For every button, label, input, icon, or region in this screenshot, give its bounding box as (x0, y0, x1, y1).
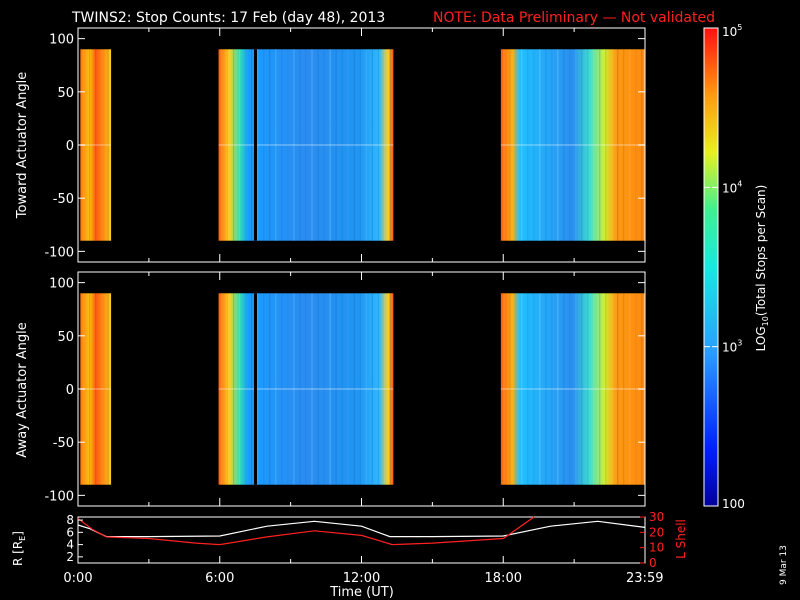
colorbar-tick-label: 100 (722, 497, 745, 511)
colorbar-label-rest: (Total Stops per Scan) (754, 185, 768, 316)
orbit-right-tick-label: 20 (649, 525, 664, 539)
x-axis-label: Time (UT) (329, 585, 394, 600)
orbit-right-ylabel: L Shell (674, 519, 688, 559)
colorbar-tick-label: 104 (722, 179, 742, 195)
colorbar-gradient (703, 27, 719, 507)
x-tick-label: 18:00 (485, 571, 522, 586)
colorbar-label-sub: 10 (761, 316, 770, 326)
y-tick-label: -50 (53, 436, 74, 451)
x-tick-label: 23:59 (626, 571, 663, 586)
data-gap (254, 293, 258, 485)
orbit-left-ylabel-main: R [R (11, 541, 25, 566)
heatmap-segment (80, 293, 112, 485)
date-stamp: 9 Mar 13 (779, 545, 789, 585)
away-heatmap-panel: 100 50 0 -50 -100 (44, 271, 646, 507)
y-tick-label: 50 (57, 330, 74, 345)
colorbar-tick-base: 100 (722, 497, 745, 511)
orbit-left-ylabel-sub: E (18, 536, 27, 541)
y-tick-label: 50 (57, 86, 74, 101)
x-tick-label: 12:00 (343, 571, 380, 586)
data-gap (254, 49, 258, 241)
l-shell-line (77, 516, 535, 546)
chart-title: TWINS2: Stop Counts: 17 Feb (day 48), 20… (71, 10, 385, 26)
y-tick-label: -100 (44, 245, 74, 260)
y-tick-label: 0 (66, 383, 74, 398)
orbit-left-tick-label: 2 (66, 550, 74, 564)
y-tick-label: 100 (49, 33, 74, 48)
y-tick-label: -100 (44, 489, 74, 504)
x-tick-label: 6:00 (205, 571, 234, 586)
y-tick-label: -50 (53, 192, 74, 207)
colorbar-label-main: LOG (754, 326, 768, 351)
orbit-left-ylabel-close: ] (11, 531, 25, 536)
x-tick-label: 0:00 (63, 571, 92, 586)
colorbar-tick-exp: 4 (737, 179, 742, 188)
radius-line (77, 520, 646, 538)
orbit-right-tick-label: 0 (649, 556, 657, 570)
orbit-left-tick-label: 4 (66, 538, 74, 552)
colorbar-label: LOG10(Total Stops per Scan) (754, 185, 770, 352)
heatmap-segment (500, 49, 645, 241)
colorbar-tick-base: 10 (722, 25, 737, 39)
orbit-right-tick-label: 10 (649, 541, 664, 555)
heatmap-segment (500, 293, 645, 485)
heatmap-segment (80, 49, 112, 241)
y-tick-label: 100 (49, 277, 74, 292)
y-tick-label: 0 (66, 139, 74, 154)
heatmap-segment (218, 49, 394, 241)
orbit-left-ylabel: R [RE] (11, 531, 27, 566)
toward-heatmap-panel: 100 50 0 -50 -100 (44, 27, 646, 263)
colorbar-tick-exp: 5 (737, 23, 742, 32)
toward-ylabel: Toward Actuator Angle (15, 72, 30, 219)
orbit-left-tick-label: 8 (66, 513, 74, 527)
orbit-left-tick-label: 6 (66, 525, 74, 539)
colorbar-tick-exp: 3 (737, 339, 742, 348)
preliminary-note: NOTE: Data Preliminary — Not validated (433, 10, 715, 26)
orbit-right-tick-label: 30 (649, 510, 664, 524)
colorbar-tick-label: 103 (722, 339, 742, 355)
heatmap-segment (218, 293, 394, 485)
colorbar-tick-base: 10 (722, 181, 737, 195)
away-ylabel: Away Actuator Angle (15, 322, 30, 457)
colorbar-tick-base: 10 (722, 341, 737, 355)
colorbar-tick-label: 105 (722, 23, 742, 39)
